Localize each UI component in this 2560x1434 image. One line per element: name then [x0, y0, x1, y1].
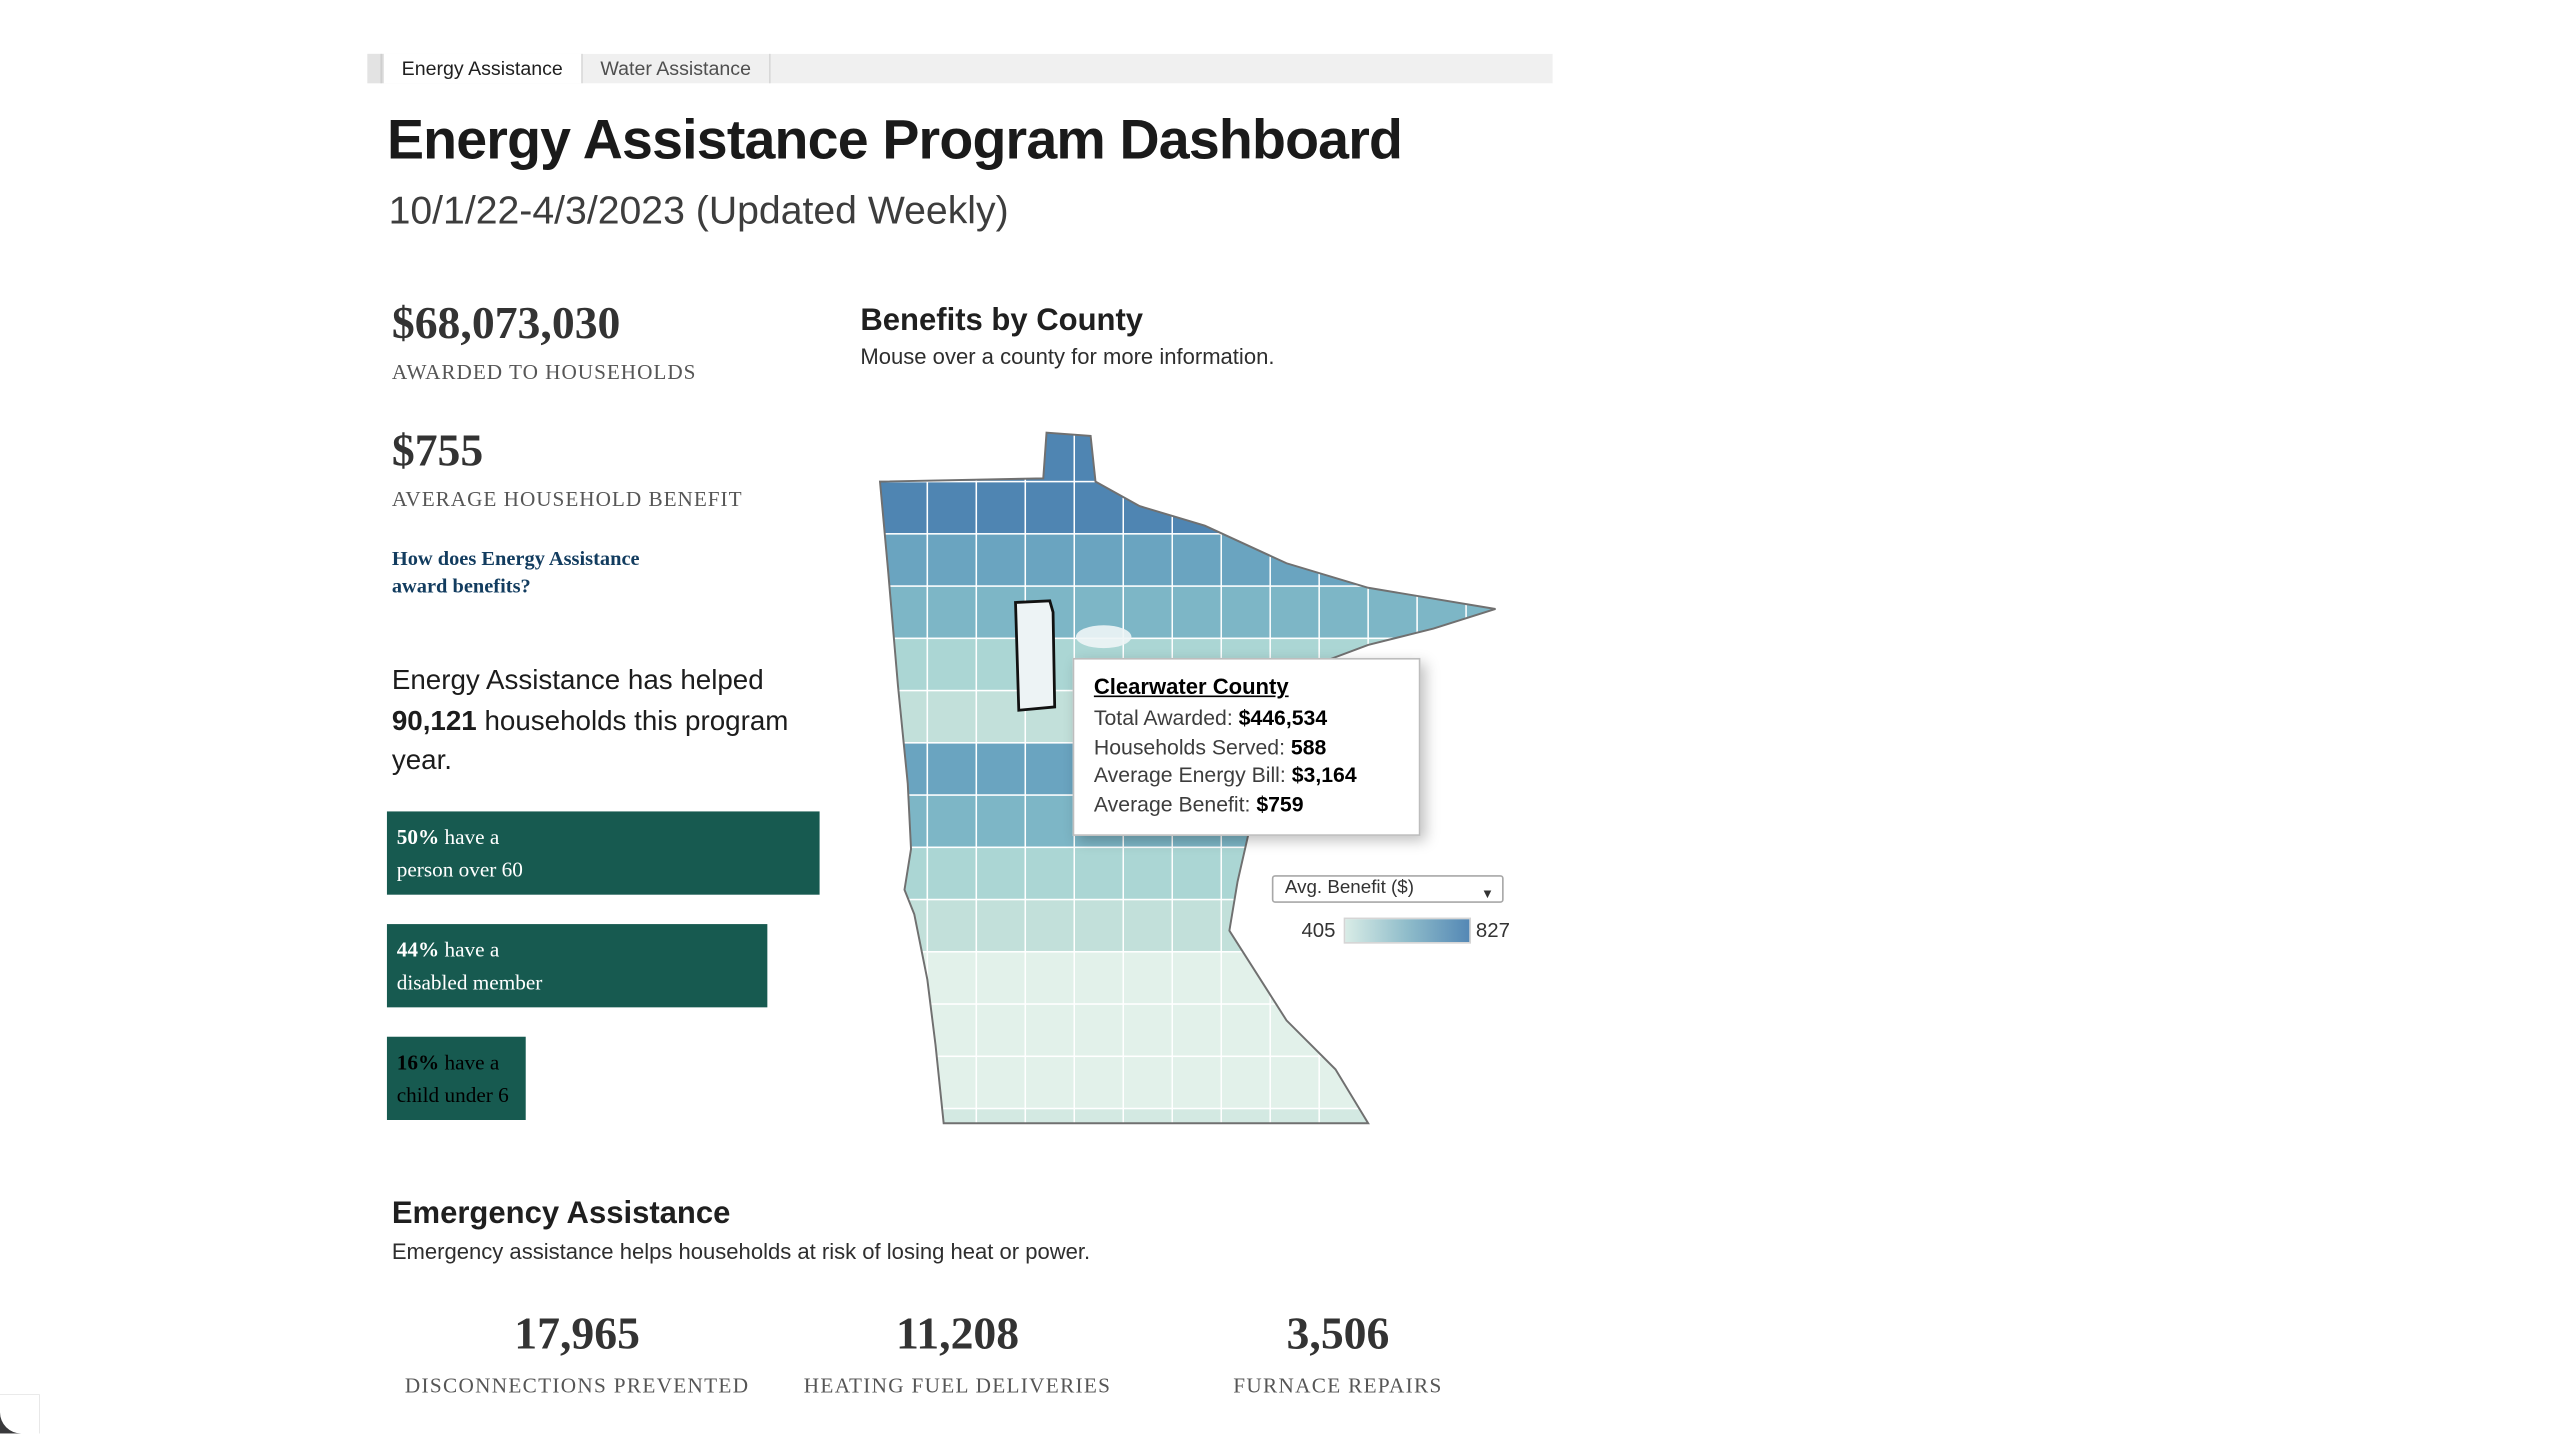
measure-select[interactable]: Avg. Benefit ($) ▼ [1271, 875, 1504, 903]
helped-suffix: households this program year. [391, 704, 789, 776]
page-title: Energy Assistance Program Dashboard [386, 109, 1403, 172]
page-subtitle: 10/1/22-4/3/2023 (Updated Weekly) [388, 189, 1009, 234]
bar-label-line1: 50% have a [396, 824, 500, 849]
bar-child-under-6[interactable]: 16% have a child under 6 [386, 1036, 526, 1120]
how-benefits-awarded-link[interactable]: How does Energy Assistance award benefit… [391, 546, 640, 598]
red-lake [1075, 625, 1132, 649]
household-composition-bars: 50% have a person over 60 44% have a dis… [386, 811, 820, 1149]
map-section-title: Benefits by County [860, 303, 1144, 338]
kpi-awarded-label: AWARDED TO HOUSEHOLDS [391, 359, 697, 384]
clearwater-county-highlight[interactable] [1014, 599, 1057, 712]
window-rounded-corner [0, 1394, 40, 1434]
tooltip-row: Households Served: 588 [1093, 733, 1327, 759]
stat-value: 3,506 [1286, 1309, 1390, 1360]
tab-bar-stub [367, 53, 383, 84]
measure-select-value: Avg. Benefit ($) [1284, 878, 1414, 898]
bar-label-line1: 16% have a [396, 1049, 500, 1075]
emergency-section-title: Emergency Assistance [391, 1196, 731, 1232]
kpi-avg-benefit-label: AVERAGE HOUSEHOLD BENEFIT [391, 486, 743, 512]
kpi-awarded-value: $68,073,030 [391, 298, 621, 350]
tab-energy-assistance[interactable]: Energy Assistance [382, 53, 583, 84]
tooltip-row: Average Energy Bill: $3,164 [1093, 762, 1357, 787]
stat-value: 17,965 [514, 1309, 640, 1360]
stat-fuel-deliveries: 11,208 HEATING FUEL DELIVERIES [767, 1309, 1147, 1399]
stat-disconnections: 17,965 DISCONNECTIONS PREVENTED [387, 1309, 767, 1399]
helped-count: 90,121 [391, 704, 477, 736]
stat-furnace-repairs: 3,506 FURNACE REPAIRS [1148, 1309, 1528, 1399]
emergency-stats: 17,965 DISCONNECTIONS PREVENTED 11,208 H… [387, 1309, 1528, 1399]
bar-label-line2: child under 6 [396, 1082, 509, 1107]
stat-value: 11,208 [895, 1309, 1020, 1360]
map-section-subtitle: Mouse over a county for more information… [860, 344, 1275, 369]
sheet-tab-bar: Energy Assistance Water Assistance [367, 53, 1553, 84]
county-tooltip: Clearwater County Total Awarded: $446,53… [1072, 657, 1421, 836]
bar-label-line1: 44% have a [396, 937, 500, 962]
legend-min-value: 405 [1301, 919, 1336, 943]
bar-label-line2: disabled member [396, 969, 543, 995]
tab-water-assistance[interactable]: Water Assistance [582, 53, 771, 84]
bar-person-over-60[interactable]: 50% have a person over 60 [386, 811, 820, 895]
legend-gradient [1343, 917, 1472, 944]
bar-disabled-member[interactable]: 44% have a disabled member [386, 924, 768, 1008]
tooltip-county-name: Clearwater County [1093, 674, 1289, 699]
helped-prefix: Energy Assistance has helped [391, 664, 764, 696]
stat-label: DISCONNECTIONS PREVENTED [404, 1373, 750, 1398]
tab-label: Energy Assistance [401, 57, 563, 80]
tooltip-row: Total Awarded: $446,534 [1093, 705, 1328, 730]
tooltip-row: Average Benefit: $759 [1093, 791, 1304, 816]
legend-max-value: 827 [1475, 919, 1510, 943]
emergency-section-subtitle: Emergency assistance helps households at… [391, 1239, 1091, 1264]
stat-label: FURNACE REPAIRS [1233, 1373, 1443, 1398]
stat-label: HEATING FUEL DELIVERIES [803, 1373, 1112, 1398]
bar-label-line2: person over 60 [396, 857, 523, 882]
tab-label: Water Assistance [600, 57, 751, 80]
kpi-avg-benefit-value: $755 [391, 426, 484, 477]
chevron-down-icon: ▼ [1480, 886, 1494, 902]
households-helped-text: Energy Assistance has helped 90,121 hous… [392, 661, 843, 781]
